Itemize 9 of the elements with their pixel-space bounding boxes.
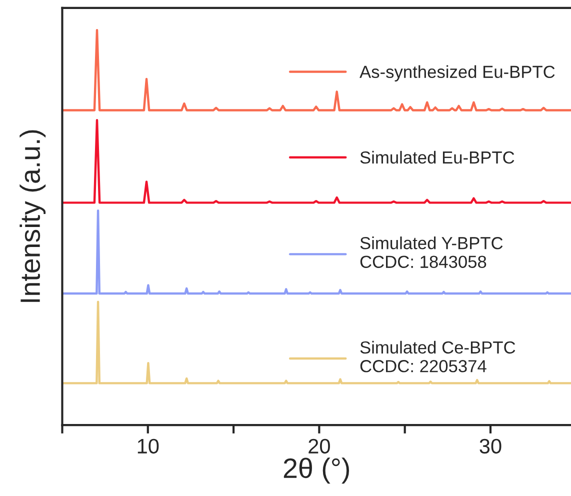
y-axis-title: Intensity (a.u.) bbox=[20, 130, 46, 302]
x-axis-title: 2θ (°) bbox=[284, 458, 350, 484]
legend-label: Simulated Eu-BPTC bbox=[360, 150, 514, 164]
legend-label: Simulated Ce-BPTC CCDC: 2205374 bbox=[360, 340, 516, 372]
x-tick-label: 10 bbox=[138, 438, 159, 454]
x-tick-label: 30 bbox=[480, 438, 502, 454]
legend-label: Simulated Y-BPTC CCDC: 1843058 bbox=[360, 236, 503, 268]
legend-label: As-synthesized Eu-BPTC bbox=[360, 65, 555, 82]
x-tick-label: 20 bbox=[308, 438, 330, 454]
